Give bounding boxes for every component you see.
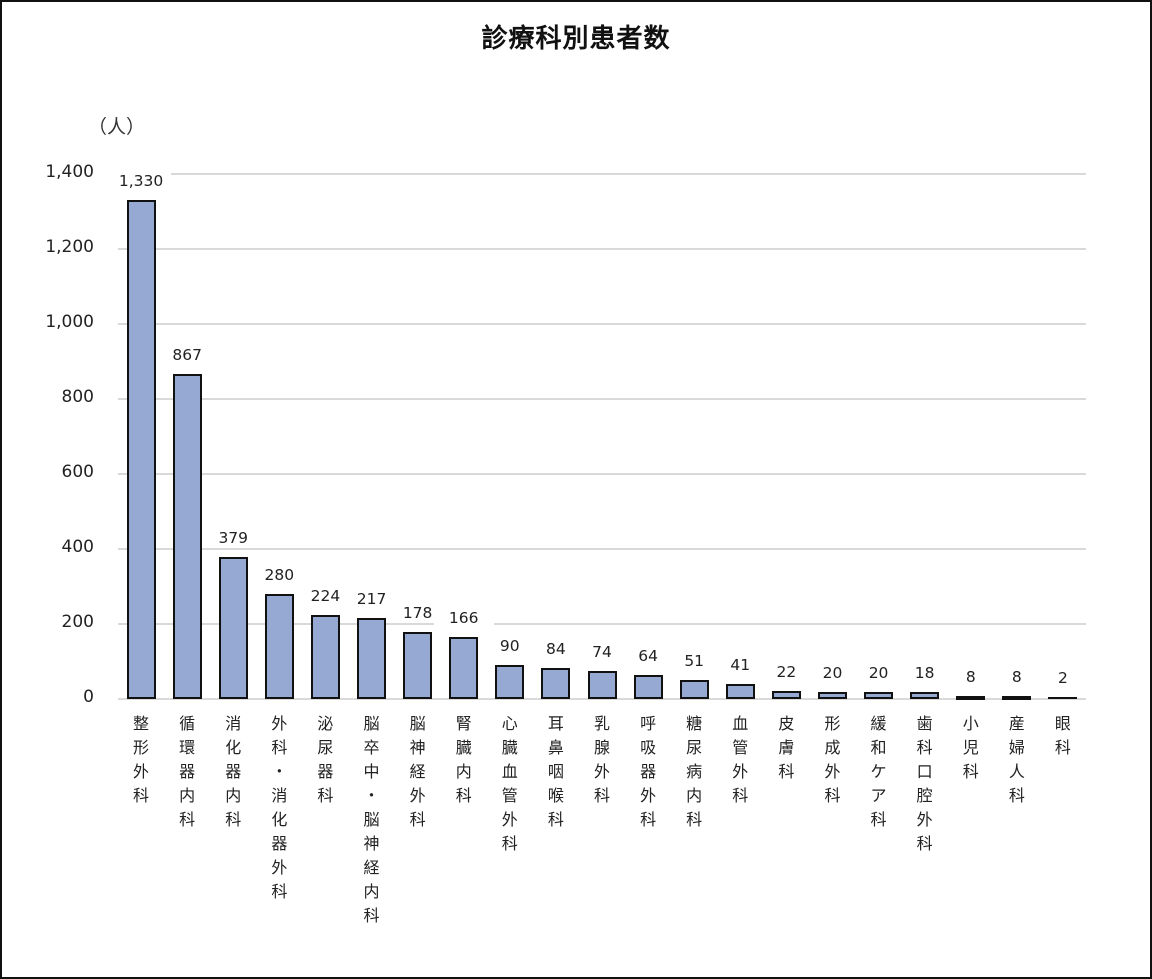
x-category-label: 乳腺外科: [593, 714, 610, 805]
x-category-label: 心臓血管外科: [501, 714, 518, 853]
data-value-label: 224: [295, 587, 356, 605]
x-category-label: 泌尿器科: [317, 714, 334, 805]
bar: [910, 692, 940, 699]
gridline: [118, 173, 1086, 175]
x-category-label: 糖尿病内科: [686, 714, 703, 829]
chart-title: 診療科別患者数: [481, 24, 671, 54]
bar: [725, 683, 755, 699]
y-tick-label: 1,200: [45, 237, 94, 257]
y-tick-label: 400: [61, 537, 94, 557]
x-category-label: 血管外科: [732, 714, 749, 805]
bar: [541, 667, 571, 699]
y-tick-label: 600: [61, 462, 94, 482]
y-tick-label: 200: [61, 612, 94, 632]
y-tick-label: 1,000: [45, 312, 94, 332]
data-value-label: 166: [433, 608, 494, 627]
gridline: [118, 398, 1086, 400]
bar: [403, 632, 433, 699]
x-category-label: 歯科口腔外科: [916, 714, 933, 853]
gridline: [118, 248, 1086, 250]
data-value-label: 217: [341, 589, 402, 608]
data-value-label: 1,330: [111, 172, 172, 191]
gridline: [118, 548, 1086, 550]
x-category-label: 形成外科: [824, 714, 841, 805]
x-category-label: 産婦人科: [1008, 714, 1025, 805]
gridline: [118, 698, 1086, 700]
x-category-label: 整形外科: [133, 714, 150, 805]
bar: [956, 696, 986, 700]
y-tick-label: 1,400: [45, 162, 94, 182]
gridline: [118, 623, 1086, 625]
y-axis-unit-label: （人）: [88, 116, 146, 138]
x-category-label: 皮膚科: [778, 714, 795, 781]
data-value-label: 178: [387, 604, 448, 623]
data-value-label: 280: [249, 566, 310, 584]
x-category-label: 緩和ケア科: [870, 714, 887, 829]
bar: [357, 617, 387, 699]
data-value-label: 74: [572, 643, 632, 662]
x-category-label: 耳鼻咽喉科: [547, 714, 564, 829]
gridline: [118, 323, 1086, 325]
data-value-label: 8: [986, 668, 1047, 686]
data-value-label: 51: [664, 651, 725, 670]
x-category-label: 眼科: [1054, 714, 1071, 757]
bar: [126, 200, 156, 699]
bar: [633, 675, 663, 699]
data-value-label: 20: [848, 663, 909, 682]
bar: [310, 615, 340, 699]
x-category-label: 呼吸器外科: [640, 714, 657, 829]
x-category-label: 小児科: [962, 714, 979, 781]
data-value-label: 20: [802, 663, 863, 682]
data-value-label: 41: [710, 655, 771, 674]
x-category-label: 腎臓内科: [455, 714, 472, 805]
bar: [817, 691, 847, 699]
y-tick-label: 800: [61, 387, 94, 407]
bar: [1002, 696, 1032, 700]
data-value-label: 22: [756, 662, 817, 681]
x-category-label: 脳卒中・脳神経内科: [363, 714, 380, 925]
bar: [172, 373, 202, 699]
bar: [864, 691, 894, 699]
x-category-label: 外科・消化器外科: [271, 714, 288, 901]
bar: [495, 665, 525, 699]
bar: [449, 636, 479, 699]
data-value-label: 90: [479, 637, 540, 656]
x-category-label: 消化器内科: [225, 714, 242, 829]
bar: [771, 690, 801, 699]
data-value-label: 18: [894, 664, 955, 683]
bar: [218, 556, 248, 699]
data-value-label: 379: [203, 528, 264, 547]
y-tick-label: 0: [83, 687, 94, 707]
data-value-label: 64: [618, 647, 679, 665]
x-category-label: 脳神経外科: [409, 714, 426, 829]
bar: [587, 671, 617, 699]
bar: [679, 679, 709, 699]
data-value-label: 2: [1032, 669, 1093, 687]
bar: [264, 594, 294, 699]
x-category-label: 循環器内科: [179, 714, 196, 829]
bar: [1048, 697, 1078, 699]
data-value-label: 84: [525, 639, 586, 658]
data-value-label: 867: [157, 345, 218, 364]
gridline: [118, 473, 1086, 475]
data-value-label: 8: [940, 668, 1001, 686]
